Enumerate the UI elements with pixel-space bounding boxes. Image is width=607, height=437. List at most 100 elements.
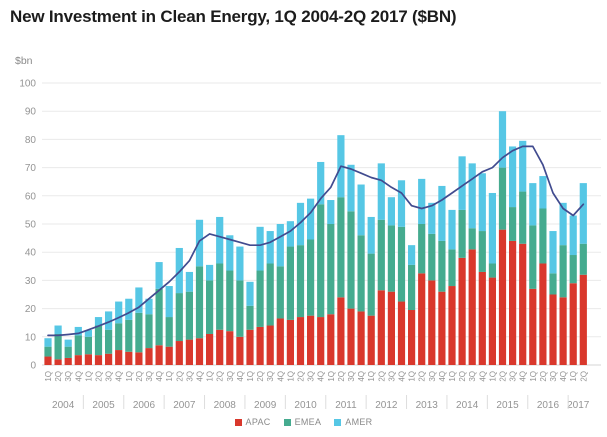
y-tick-label: 80 [25, 135, 37, 146]
legend: APAC EMEA AMER [0, 417, 607, 427]
bar-segment-apac-50 [549, 294, 557, 365]
legend-label-amer: AMER [345, 417, 373, 427]
x-tick-label: 2Q [95, 371, 104, 382]
y-tick-label: 30 [25, 276, 37, 287]
bar-segment-amer-20 [246, 281, 254, 306]
bar-segment-apac-21 [256, 326, 264, 365]
bar-segment-emea-40 [448, 249, 456, 287]
x-tick-label: 2Q [175, 371, 184, 382]
bar-segment-amer-32 [367, 216, 375, 254]
bar-segment-apac-17 [216, 329, 224, 365]
bar-segment-apac-31 [357, 311, 365, 365]
x-tick-label: 1Q [488, 371, 497, 382]
bar-segment-apac-15 [195, 338, 204, 365]
x-year-labels: 2004 2005 2006 2007 2008 2009 2010 2011 2012 2013… [52, 395, 590, 411]
bar-segment-emea-50 [549, 273, 557, 295]
y-tick-label: 20 [25, 304, 37, 315]
bar-segment-apac-39 [438, 291, 446, 365]
chart-title: New Investment in Clean Energy, 1Q 2004-… [10, 7, 457, 26]
bar-segment-apac-8 [125, 351, 133, 365]
bar-segment-emea-49 [539, 208, 547, 264]
bar-segment-amer-49 [539, 176, 547, 209]
bar-segment-emea-21 [256, 270, 264, 327]
bar-segment-emea-16 [206, 280, 214, 334]
bar-segment-emea-38 [428, 233, 436, 281]
x-tick-label: 3Q [145, 371, 154, 382]
bar-segment-apac-29 [337, 297, 345, 365]
bar-segment-apac-41 [458, 257, 466, 365]
y-tick-label: 50 [25, 220, 37, 231]
bar-segment-emea-22 [266, 263, 274, 326]
bar-segment-apac-53 [579, 274, 587, 365]
bar-segment-amer-3 [74, 326, 82, 336]
bar-segment-apac-25 [296, 317, 305, 365]
x-tick-label: 3Q [185, 371, 194, 382]
bar-segment-emea-26 [307, 239, 315, 316]
x-tick-label: 1Q [84, 371, 93, 382]
bar-segment-emea-15 [195, 266, 204, 339]
bar-segment-apac-19 [236, 336, 244, 365]
bar-segment-emea-45 [498, 167, 507, 230]
bar-segment-apac-51 [559, 297, 567, 365]
bar-segment-emea-48 [529, 225, 537, 289]
bar-segment-apac-28 [327, 314, 335, 365]
x-tick-label: 2Q [216, 371, 225, 382]
bar-segment-amer-14 [185, 271, 193, 292]
bar-segment-emea-31 [357, 235, 365, 312]
bar-segment-amer-24 [286, 221, 294, 247]
bar-segment-apac-37 [418, 273, 426, 365]
x-tick-label: 4Q [155, 371, 164, 382]
x-tick-label: 4Q [559, 371, 568, 382]
year-label: 2006 [133, 400, 156, 411]
bar-segment-apac-9 [135, 352, 143, 365]
bar-segment-emea-2 [64, 346, 72, 358]
bar-segment-amer-36 [408, 245, 416, 265]
x-tick-label: 3Q [64, 371, 73, 382]
year-label: 2008 [214, 400, 237, 411]
year-label: 2015 [496, 400, 519, 411]
bar-segment-emea-43 [478, 231, 486, 272]
year-label: 2005 [92, 400, 115, 411]
bar-segment-apac-20 [246, 329, 254, 365]
bar-segment-emea-10 [145, 314, 153, 349]
bar-segment-amer-51 [559, 202, 567, 246]
bar-segment-emea-30 [347, 211, 355, 309]
bar-segment-amer-12 [165, 286, 173, 318]
bar-segment-emea-11 [155, 288, 163, 346]
bar-segment-apac-33 [377, 290, 385, 365]
amer-swatch-icon [334, 418, 342, 426]
bar-segment-amer-21 [256, 226, 264, 271]
bar-segment-apac-26 [307, 315, 315, 365]
x-tick-label: 4Q [357, 371, 366, 382]
bar-segment-amer-18 [226, 235, 234, 271]
y-tick-label: 10 [25, 332, 37, 343]
bar-segment-amer-15 [195, 219, 204, 267]
bar-segment-amer-7 [115, 301, 123, 324]
bar-segment-emea-0 [44, 346, 52, 357]
bar-segment-amer-34 [387, 197, 395, 226]
x-tick-label: 1Q [569, 371, 578, 382]
bar-segment-emea-29 [337, 197, 345, 298]
bar-segment-apac-22 [266, 325, 274, 365]
bar-segment-amer-28 [327, 200, 335, 224]
bar-segment-apac-0 [44, 356, 52, 365]
bar-segment-amer-0 [44, 338, 52, 347]
year-label: 2014 [456, 400, 479, 411]
x-tick-label: 4Q [478, 371, 487, 382]
legend-item-apac: APAC [234, 417, 271, 427]
x-tick-label: 3Q [509, 371, 518, 382]
bar-segment-apac-46 [509, 240, 517, 365]
x-tick-label: 3Q [226, 371, 235, 382]
bar-segment-apac-52 [569, 283, 577, 365]
x-tick-label: 2Q [539, 371, 548, 382]
year-label: 2011 [335, 400, 357, 411]
bar-segment-emea-14 [185, 291, 193, 340]
year-label: 2016 [537, 400, 560, 411]
y-tick-label: 0 [30, 361, 36, 372]
y-axis-unit-label: $bn [15, 55, 33, 67]
bar-segment-emea-17 [216, 263, 224, 330]
bar-segment-emea-42 [468, 228, 476, 250]
bar-segment-emea-20 [246, 305, 254, 330]
x-tick-label: 4Q [276, 371, 285, 382]
bar-segment-apac-24 [286, 319, 294, 365]
